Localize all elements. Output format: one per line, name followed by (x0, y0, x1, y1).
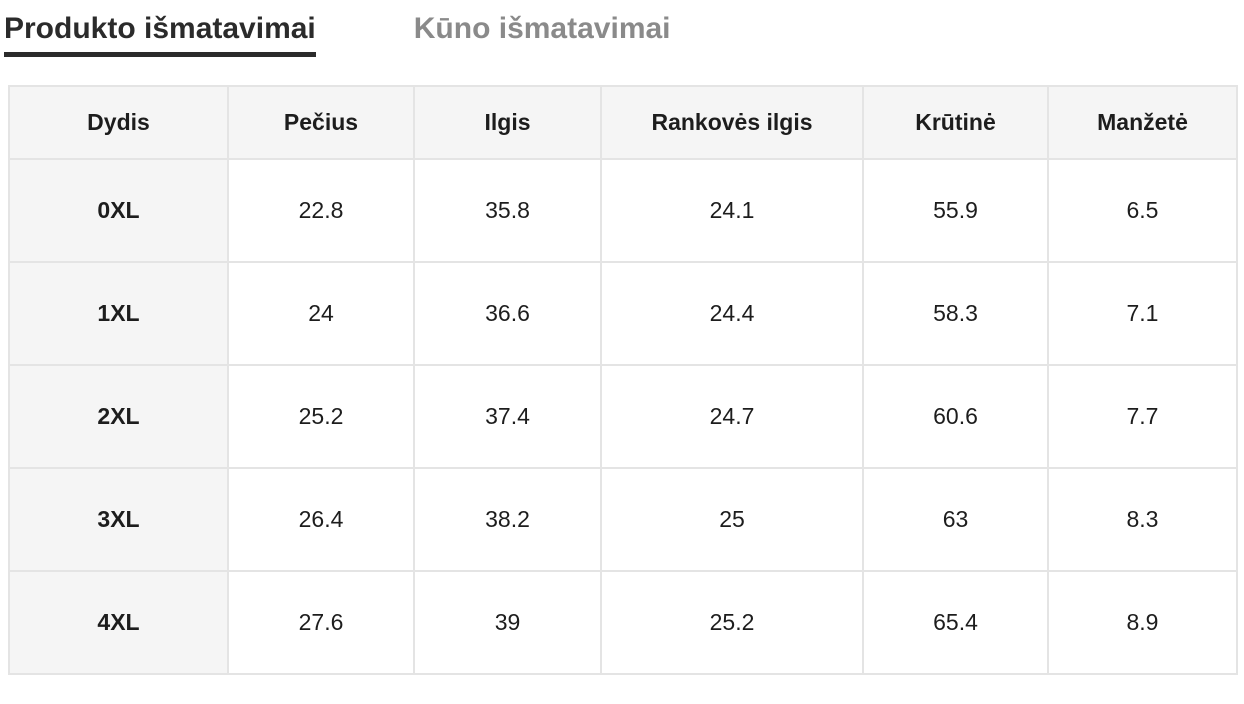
table-row: 1XL 24 36.6 24.4 58.3 7.1 (8, 260, 1238, 366)
measurement-value-cuff: 6.5 (1047, 157, 1238, 263)
table-row: 2XL 25.2 37.4 24.7 60.6 7.7 (8, 363, 1238, 469)
measurement-value-shoulder: 24 (227, 260, 415, 366)
size-chart-tabs: Produkto išmatavimai Kūno išmatavimai (0, 0, 1244, 57)
measurement-value-length: 38.2 (413, 466, 602, 572)
measurement-value-shoulder: 27.6 (227, 569, 415, 675)
measurement-value-sleeve-length: 24.7 (600, 363, 864, 469)
measurement-value-length: 37.4 (413, 363, 602, 469)
size-label: 1XL (8, 260, 229, 366)
size-label: 3XL (8, 466, 229, 572)
table-row: 3XL 26.4 38.2 25 63 8.3 (8, 466, 1238, 572)
size-table-body: 0XL 22.8 35.8 24.1 55.9 6.5 1XL 24 36.6 24.4 58.3 7… (8, 157, 1238, 675)
measurement-value-chest: 55.9 (862, 157, 1049, 263)
measurement-value-chest: 63 (862, 466, 1049, 572)
size-measurements-table: Dydis Pečius Ilgis Rankovės ilgis Krūtinė Man… (8, 84, 1238, 675)
measurement-value-length: 36.6 (413, 260, 602, 366)
measurement-value-shoulder: 26.4 (227, 466, 415, 572)
column-header-cuff: Manžetė (1047, 84, 1238, 160)
measurement-value-cuff: 8.9 (1047, 569, 1238, 675)
size-label: 2XL (8, 363, 229, 469)
measurement-value-cuff: 7.1 (1047, 260, 1238, 366)
measurement-value-cuff: 7.7 (1047, 363, 1238, 469)
measurement-value-shoulder: 25.2 (227, 363, 415, 469)
measurement-value-cuff: 8.3 (1047, 466, 1238, 572)
header-row: Dydis Pečius Ilgis Rankovės ilgis Krūtinė Man… (8, 84, 1238, 160)
measurement-value-sleeve-length: 24.1 (600, 157, 864, 263)
column-header-shoulder: Pečius (227, 84, 415, 160)
table-row: 4XL 27.6 39 25.2 65.4 8.9 (8, 569, 1238, 675)
column-header-sleeve-length: Rankovės ilgis (600, 84, 864, 160)
measurement-value-sleeve-length: 24.4 (600, 260, 864, 366)
measurement-value-sleeve-length: 25 (600, 466, 864, 572)
measurement-value-chest: 58.3 (862, 260, 1049, 366)
measurement-value-sleeve-length: 25.2 (600, 569, 864, 675)
size-label: 0XL (8, 157, 229, 263)
column-header-length: Ilgis (413, 84, 602, 160)
column-header-size: Dydis (8, 84, 229, 160)
tab-body-measurements[interactable]: Kūno išmatavimai (413, 12, 671, 45)
size-table-header: Dydis Pečius Ilgis Rankovės ilgis Krūtinė Man… (8, 84, 1238, 160)
column-header-chest: Krūtinė (862, 84, 1049, 160)
tab-product-measurements[interactable]: Produkto išmatavimai (4, 12, 316, 57)
measurement-value-chest: 65.4 (862, 569, 1049, 675)
measurement-value-length: 39 (413, 569, 602, 675)
table-row: 0XL 22.8 35.8 24.1 55.9 6.5 (8, 157, 1238, 263)
measurement-value-chest: 60.6 (862, 363, 1049, 469)
size-label: 4XL (8, 569, 229, 675)
measurement-value-shoulder: 22.8 (227, 157, 415, 263)
measurement-value-length: 35.8 (413, 157, 602, 263)
